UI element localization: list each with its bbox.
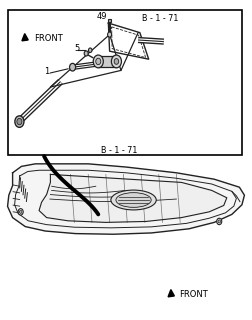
Circle shape — [17, 118, 22, 125]
Circle shape — [218, 220, 220, 223]
Text: B - 1 - 71: B - 1 - 71 — [142, 14, 179, 23]
Text: 1: 1 — [44, 67, 49, 76]
Polygon shape — [22, 34, 28, 41]
Polygon shape — [168, 290, 174, 297]
Ellipse shape — [116, 193, 151, 207]
Bar — [108, 19, 111, 22]
Circle shape — [93, 55, 103, 68]
Circle shape — [96, 58, 101, 65]
Circle shape — [217, 218, 222, 225]
Polygon shape — [39, 174, 227, 222]
Circle shape — [111, 55, 121, 68]
Circle shape — [70, 63, 76, 71]
Text: 49: 49 — [97, 12, 108, 21]
Circle shape — [19, 210, 22, 213]
Circle shape — [15, 116, 24, 127]
Circle shape — [18, 209, 23, 215]
Circle shape — [114, 59, 119, 64]
Circle shape — [108, 32, 112, 37]
Text: FRONT: FRONT — [34, 34, 63, 43]
Text: B - 1 - 71: B - 1 - 71 — [101, 146, 137, 155]
Bar — [8, 10, 242, 155]
Polygon shape — [8, 164, 244, 234]
Ellipse shape — [111, 190, 156, 210]
Bar — [98, 56, 116, 67]
Text: 5: 5 — [74, 44, 80, 53]
Text: FRONT: FRONT — [179, 290, 208, 299]
Circle shape — [88, 48, 92, 52]
Circle shape — [84, 51, 88, 56]
